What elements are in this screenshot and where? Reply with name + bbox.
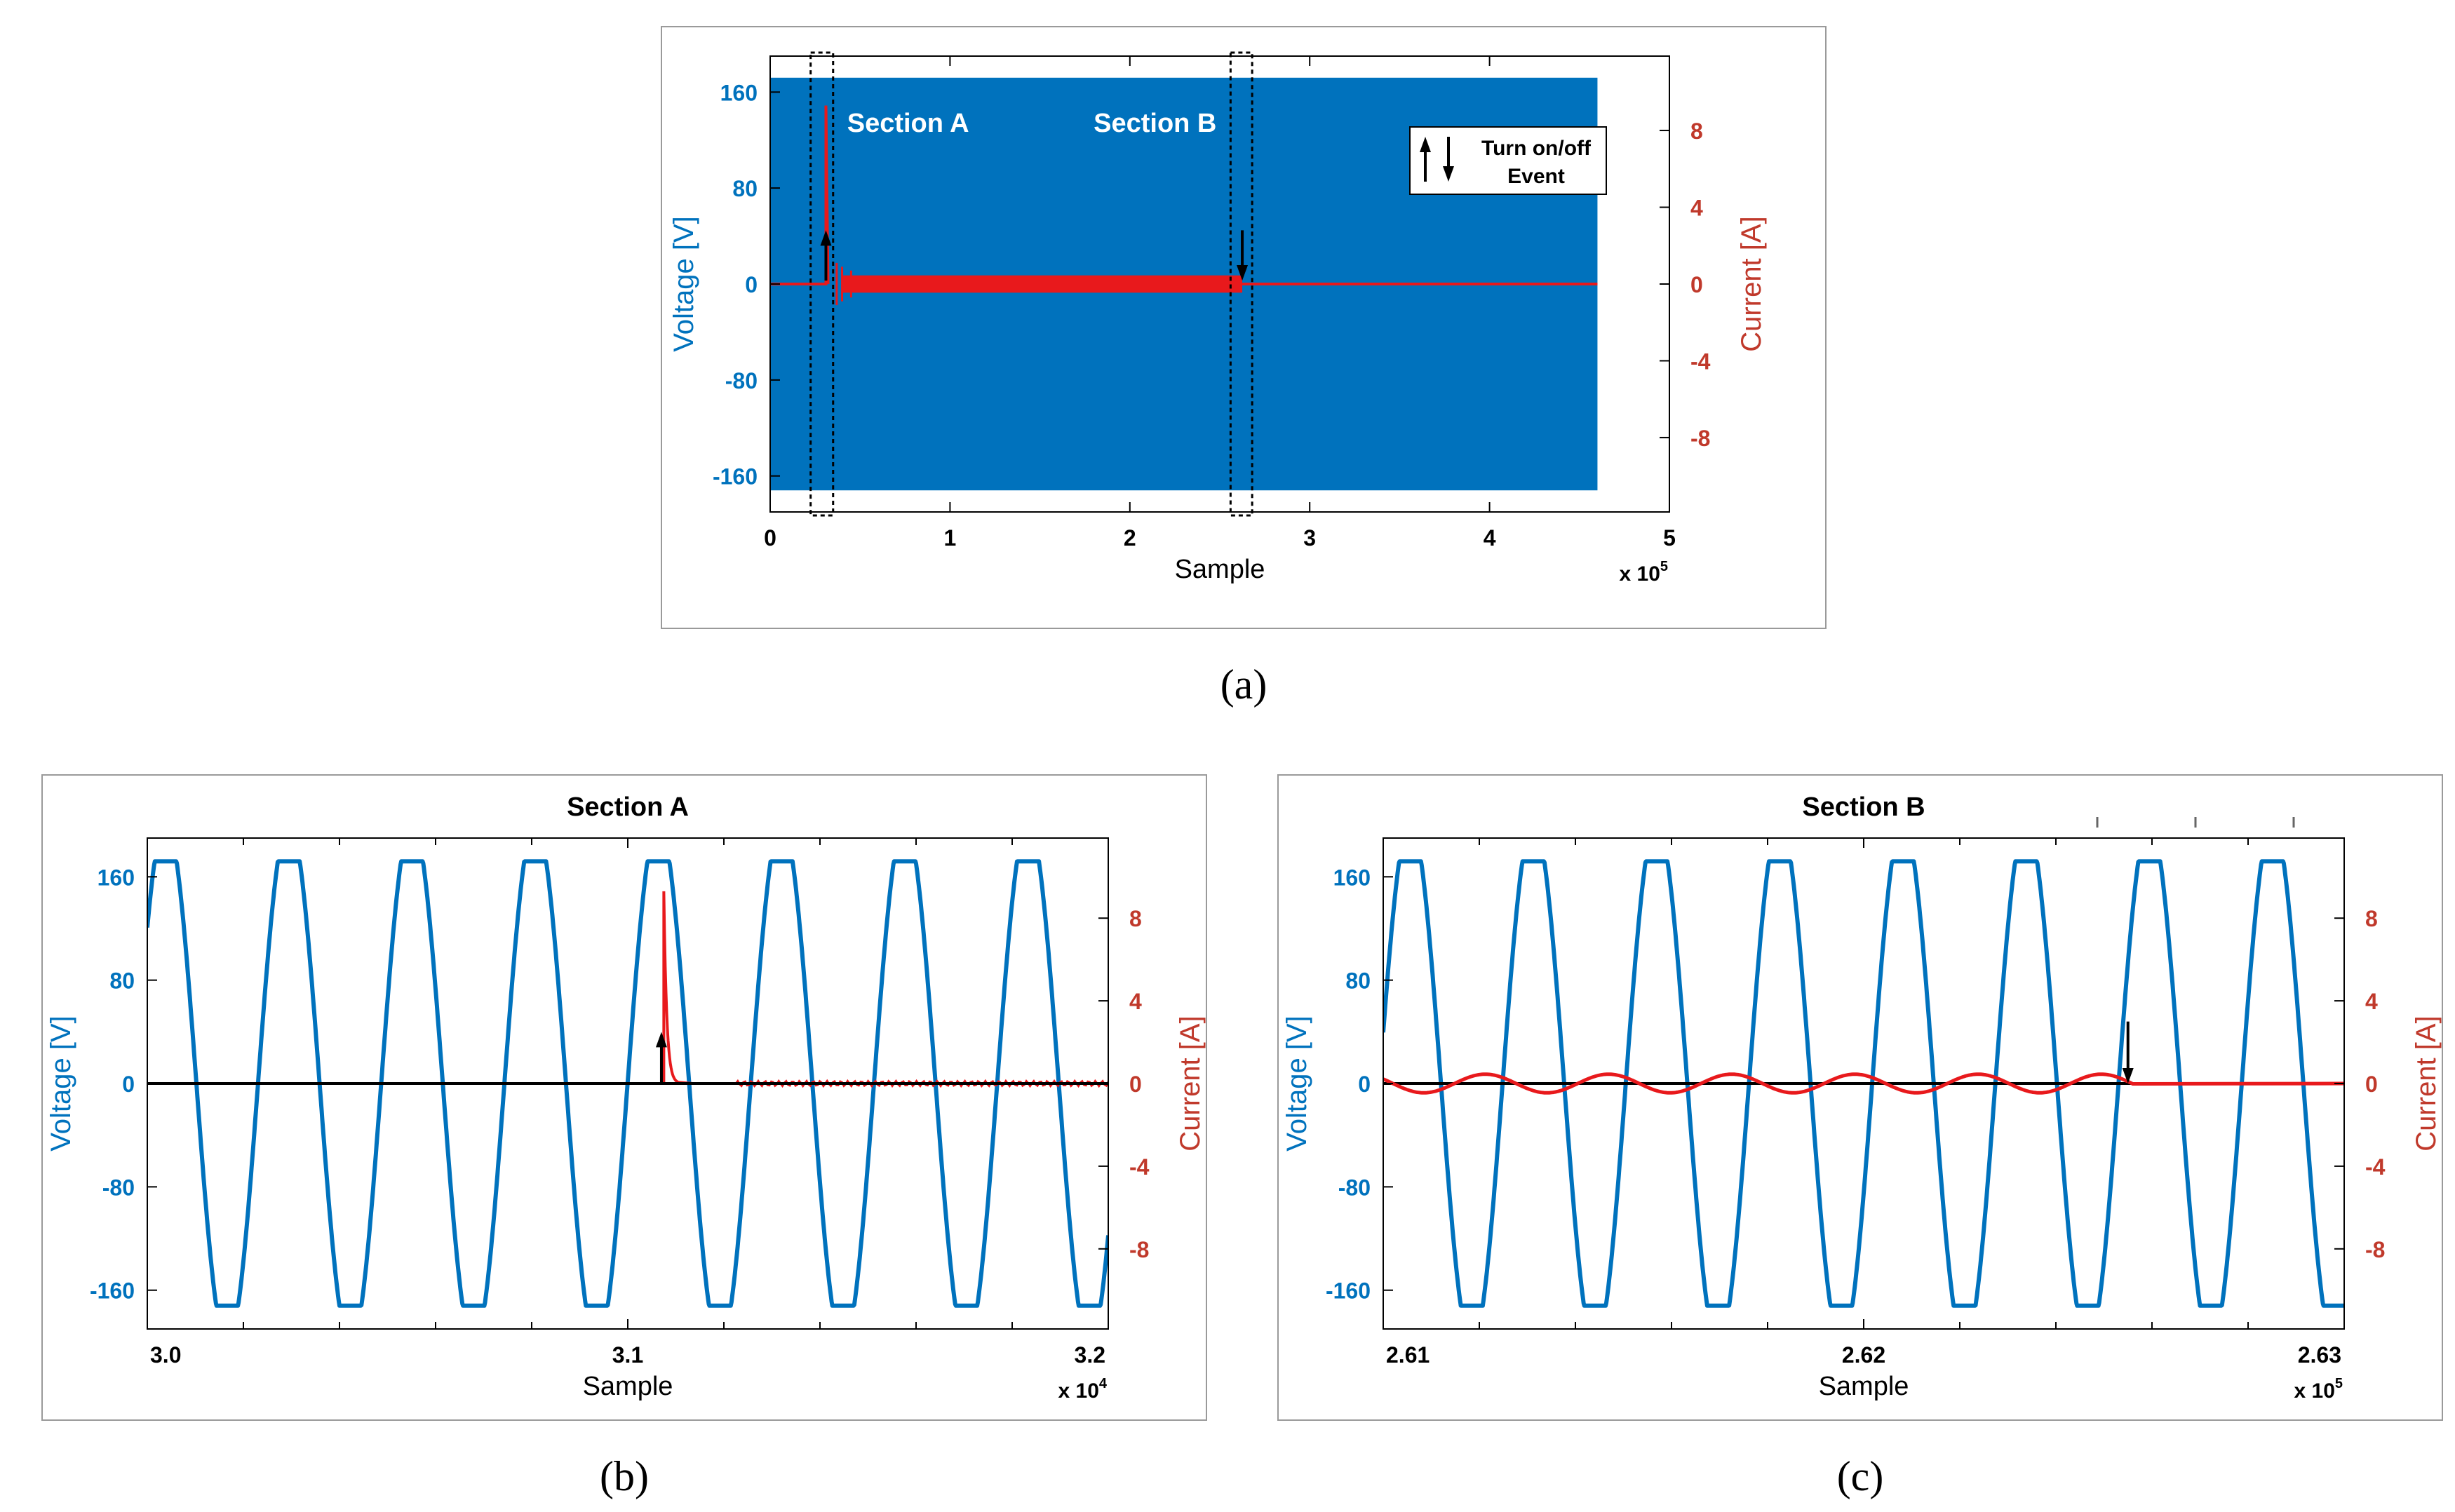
x-multiplier-base: x 10 (1619, 562, 1660, 586)
turn-on-arrow-head (655, 1032, 667, 1048)
panel-frame (1277, 774, 2443, 1421)
plot-area (147, 859, 1108, 1308)
y-tick-label-left: 80 (732, 176, 758, 201)
x-multiplier-base: x 10 (1058, 1379, 1098, 1403)
x-multiplier: x 104 (1058, 1376, 1107, 1403)
section-label: Section A (847, 109, 969, 138)
x-tick-label: 4 (1484, 525, 1496, 551)
section-label: Section B (1094, 109, 1216, 138)
x-tick-label: 0 (764, 525, 776, 551)
y-tick-label-right: 4 (1690, 196, 1703, 221)
y-axis-label-left: Voltage [V] (46, 1015, 76, 1151)
y-tick-label-left: 160 (720, 80, 758, 105)
x-tick-label: 1 (944, 525, 957, 551)
current-ripple (842, 275, 1243, 293)
turn-off-arrow-head (1237, 265, 1249, 281)
y-axis-label-right: Current [A] (2411, 1015, 2442, 1151)
y-tick-label-right: -4 (1129, 1154, 1150, 1180)
y-tick-label-right: -8 (2365, 1237, 2385, 1262)
y-axis-label-left: Voltage [V] (668, 216, 699, 351)
y-tick-label-left: -80 (102, 1175, 135, 1200)
caption-a: (a) (1220, 661, 1267, 708)
y-tick-label-left: -80 (1338, 1175, 1371, 1200)
legend-label-1: Turn on/off (1481, 137, 1592, 160)
y-axis-label-right: Current [A] (1736, 216, 1767, 351)
y-tick-label-right: 4 (2365, 989, 2378, 1014)
y-tick-label-right: -8 (1690, 426, 1710, 451)
voltage-line (147, 859, 1108, 1308)
y-tick-label-right: 8 (1129, 906, 1142, 931)
legend-up-arrow-head (1420, 137, 1431, 152)
x-tick-label: 2.61 (1386, 1342, 1430, 1368)
x-axis-label: Sample (583, 1372, 673, 1401)
y-tick-label-right: -8 (1129, 1237, 1149, 1262)
plot-area (1383, 859, 2344, 1308)
y-tick-label-left: 0 (745, 272, 758, 297)
x-tick-label: 3.1 (612, 1342, 643, 1368)
y-tick-label-right: 0 (1129, 1072, 1142, 1097)
current-line (1383, 1072, 2344, 1095)
turn-off-arrow-head (2122, 1068, 2134, 1084)
y-tick-label-left: -160 (90, 1278, 135, 1304)
x-tick-label: 2 (1124, 525, 1136, 551)
y-tick-label-left: -160 (1326, 1278, 1371, 1304)
legend-label-2: Event (1507, 165, 1565, 188)
chart-title: Section A (567, 792, 689, 822)
y-tick-label-left: -80 (725, 368, 758, 393)
x-tick-label: 5 (1663, 525, 1676, 551)
panel-a: Section A Section B Turn on/off Event 0 1 2 3 4 5… (661, 26, 1827, 629)
y-axis-label-right: Current [A] (1175, 1015, 1206, 1151)
x-axis-label: Sample (1175, 555, 1265, 584)
legend-box (1409, 126, 1607, 195)
current-line (147, 891, 1108, 1085)
panel-frame (41, 774, 1207, 1421)
x-tick-label: 2.63 (2298, 1342, 2341, 1368)
x-tick-label: 3.2 (1075, 1342, 1105, 1368)
y-tick-label-left: 80 (109, 968, 135, 994)
chart-title: Section B (1802, 792, 1925, 822)
x-axis-label: Sample (1819, 1372, 1909, 1401)
y-tick-label-left: -160 (713, 464, 758, 490)
x-multiplier-exp: 5 (2335, 1376, 2343, 1391)
y-tick-label-left: 0 (1358, 1072, 1371, 1097)
x-multiplier: x 105 (2294, 1376, 2343, 1403)
section-box (1229, 51, 1253, 517)
y-tick-label-right: 0 (2365, 1072, 2378, 1097)
x-multiplier-exp: 5 (1660, 559, 1668, 574)
x-multiplier-base: x 10 (2294, 1379, 2334, 1403)
x-tick-label: 2.62 (1842, 1342, 1885, 1368)
y-tick-label-left: 80 (1345, 968, 1371, 994)
y-tick-label-right: 4 (1129, 989, 1142, 1014)
x-multiplier: x 105 (1619, 559, 1668, 586)
section-box (809, 51, 835, 517)
y-tick-label-left: 0 (122, 1072, 135, 1097)
y-axis-label-left: Voltage [V] (1282, 1015, 1312, 1151)
legend: Turn on/off Event (1409, 126, 1607, 195)
x-tick-label: 3 (1303, 525, 1316, 551)
y-tick-label-left: 160 (1333, 865, 1371, 890)
voltage-line (1383, 859, 2344, 1308)
y-tick-label-right: 0 (1690, 272, 1703, 297)
current-line (770, 105, 830, 285)
y-tick-label-left: 160 (97, 865, 135, 890)
y-tick-label-right: 8 (1690, 119, 1703, 144)
y-tick-label-right: -4 (1690, 349, 1711, 374)
caption-b: (b) (600, 1453, 649, 1499)
caption-c: (c) (1837, 1453, 1884, 1499)
legend-down-arrow-head (1443, 166, 1454, 182)
x-multiplier-exp: 4 (1099, 1376, 1108, 1391)
y-tick-label-right: 8 (2365, 906, 2378, 931)
x-tick-label: 3.0 (150, 1342, 181, 1368)
turn-on-arrow-head (820, 230, 832, 246)
y-tick-label-right: -4 (2365, 1154, 2386, 1180)
